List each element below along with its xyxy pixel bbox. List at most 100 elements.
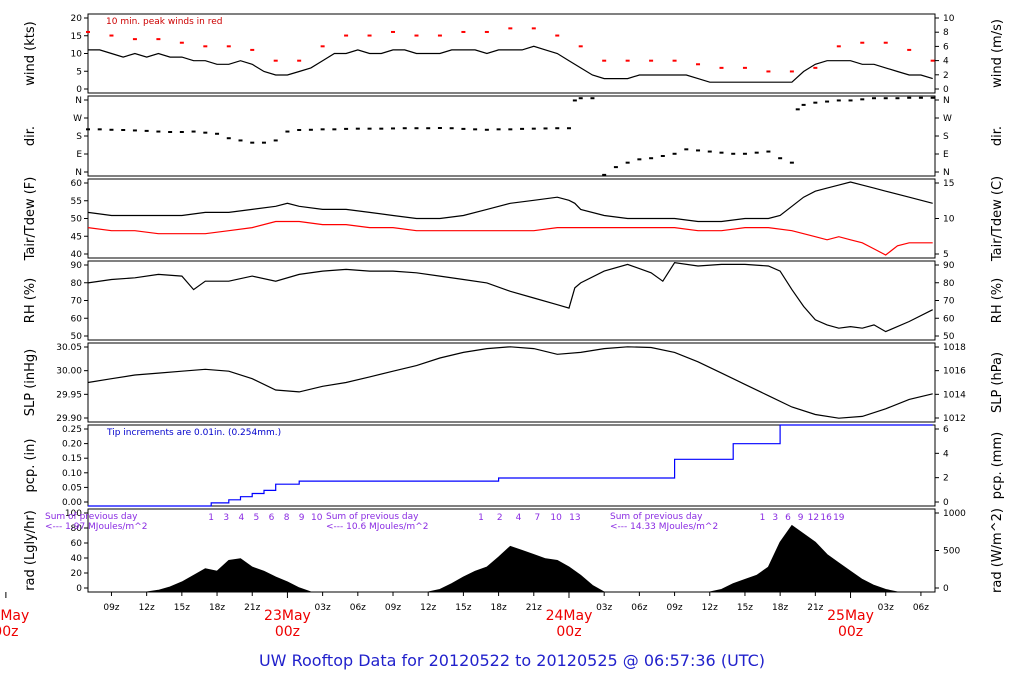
y-tick-label-left: 15 — [71, 32, 82, 42]
series-wind-direction-point — [402, 127, 407, 130]
series-wind-direction-point — [543, 127, 548, 130]
panel-temp: 40 45 50 55 60 5 10 15 Tair/Tdew (F) Tair/Tdew (C… — [23, 176, 1005, 262]
y-tick-label-right: 80 — [943, 279, 955, 289]
series-wind-direction-point — [766, 150, 771, 153]
series-wind-direction-point — [907, 96, 912, 99]
y-tick-label-right: 0 — [943, 498, 949, 508]
series-wind-direction-point — [473, 128, 478, 131]
series-wind-direction-point — [836, 99, 841, 102]
series-10-min-peak-point — [602, 59, 607, 62]
panel-frame — [87, 342, 936, 423]
series-10-min-peak-point — [883, 41, 888, 44]
series-wind-direction-point — [437, 127, 442, 129]
series-wind-direction-point — [461, 127, 466, 130]
series-wind-speed — [88, 45, 933, 83]
y-tick-label-left: 10 — [71, 50, 83, 60]
series-10-min-peak-point — [437, 34, 442, 37]
series-wind-direction-point — [918, 96, 923, 99]
y-tick-label-left: 45 — [71, 232, 82, 242]
x-tick-label: 09z — [666, 603, 682, 613]
series-wind-direction-point — [531, 127, 536, 130]
x-tick-label: 15z — [455, 603, 471, 613]
panel-note: 10 min. peak winds in red — [106, 17, 223, 27]
y-tick-label-right: 10 — [943, 14, 955, 24]
x-tick-label: 12z — [420, 603, 436, 613]
series-wind-direction-point — [883, 97, 888, 100]
y-tick-label-left: 55 — [71, 197, 82, 207]
series-10-min-peak-point — [578, 45, 583, 48]
panel-slp: 29.90 29.95 30.00 30.05 1012 1014 1016 1018 SLP … — [23, 342, 1005, 424]
tip-number: 5 — [254, 513, 260, 523]
x-tick-label: 21z — [526, 603, 542, 613]
x-tick-label: 15z — [737, 603, 753, 613]
series-10-min-peak-point — [297, 59, 302, 62]
x-tick-label: 18z — [772, 603, 788, 613]
series-wind-direction-point — [602, 173, 607, 176]
x-tick-label: 06z — [913, 603, 929, 613]
y-tick-label-left: N — [75, 168, 82, 178]
x-tick-label: 12z — [139, 603, 155, 613]
y-tick-label-left: N — [75, 96, 82, 106]
tip-number: 4 — [238, 513, 244, 523]
series-10-min-peak-point — [250, 48, 255, 51]
panel-frame — [87, 95, 936, 177]
series-10-min-peak-point — [625, 59, 630, 62]
y-tick-label-left: 60 — [71, 314, 83, 324]
y-tick-label-left: 100 — [65, 509, 82, 519]
y-tick-label-right: 4 — [943, 449, 949, 459]
y-tick-label-left: 20 — [71, 14, 83, 24]
y-tick-label-right: 90 — [943, 261, 955, 271]
series-wind-direction-point — [731, 152, 736, 155]
x-tick-label: 18z — [491, 603, 507, 613]
tip-number: 8 — [284, 513, 290, 523]
daily-sum-value: <--- 10.6 MJoules/m^2 — [326, 522, 428, 532]
panel-frame — [87, 260, 936, 341]
panel-wind: 0 5 10 15 20 0 2 4 6 8 10 wind (kts) wind (m/s) 10 mi… — [23, 13, 1005, 95]
x-tick-label: 15z — [174, 603, 190, 613]
daily-sum-value: <--- 14.33 MJoules/m^2 — [610, 522, 718, 532]
y-tick-label-right: 0 — [943, 85, 949, 95]
x-tick-label: 06z — [350, 603, 366, 613]
y-tick-label-left: 80 — [71, 279, 83, 289]
y-tick-label-right: 1012 — [943, 414, 966, 424]
series-10-min-peak-point — [789, 70, 794, 73]
series-wind-direction-point — [238, 139, 243, 142]
series-wind-direction-point — [426, 127, 431, 130]
series-10-min-peak-point — [696, 63, 701, 66]
day-label: 22May — [0, 608, 29, 624]
series-wind-direction-point — [508, 128, 513, 131]
series-10-min-peak-point — [836, 45, 841, 48]
series-10-min-peak-point — [109, 34, 114, 37]
y-tick-label-left: 70 — [71, 297, 83, 307]
y-tick-label-right: 70 — [943, 297, 955, 307]
day-label-hour: 00z — [0, 624, 18, 640]
day-label-hour: 00z — [556, 624, 581, 640]
tip-number: 9 — [299, 513, 305, 523]
tip-number: 10 — [550, 513, 562, 523]
panel-pcp: 0.00 0.05 0.10 0.15 0.20 0.25 0 2 4 6 pcp. (in) pcp… — [23, 424, 1005, 508]
y-tick-label-left: 20 — [71, 569, 83, 579]
series-10-min-peak-point — [907, 48, 912, 51]
series-wind-direction-point — [261, 141, 266, 144]
y-tick-label-right: 1018 — [943, 343, 966, 353]
series-tair — [87, 181, 933, 223]
series-wind-direction-point — [132, 129, 137, 132]
day-label: 24May — [546, 608, 593, 624]
series-wind-direction-point — [121, 129, 126, 131]
series-wind-direction-point — [449, 127, 454, 130]
series-wind-direction-point — [778, 157, 783, 160]
y-tick-label-left: W — [73, 114, 82, 124]
y-tick-label-right: 6 — [943, 42, 949, 52]
daily-sum-value: <--- 1.97 MJoules/m^2 — [45, 522, 147, 532]
y-axis-label-right: pcp. (mm) — [990, 432, 1005, 499]
series-10-min-peak-point — [531, 27, 536, 30]
x-tick-label: 12z — [702, 603, 718, 613]
tip-number: 1 — [760, 513, 766, 523]
series-wind-direction-point — [109, 128, 114, 131]
series-10-min-peak-point — [719, 66, 724, 69]
series-wind-direction-point — [273, 139, 278, 142]
tip-number: 1 — [478, 513, 484, 523]
series-wind-direction-point — [226, 137, 231, 140]
